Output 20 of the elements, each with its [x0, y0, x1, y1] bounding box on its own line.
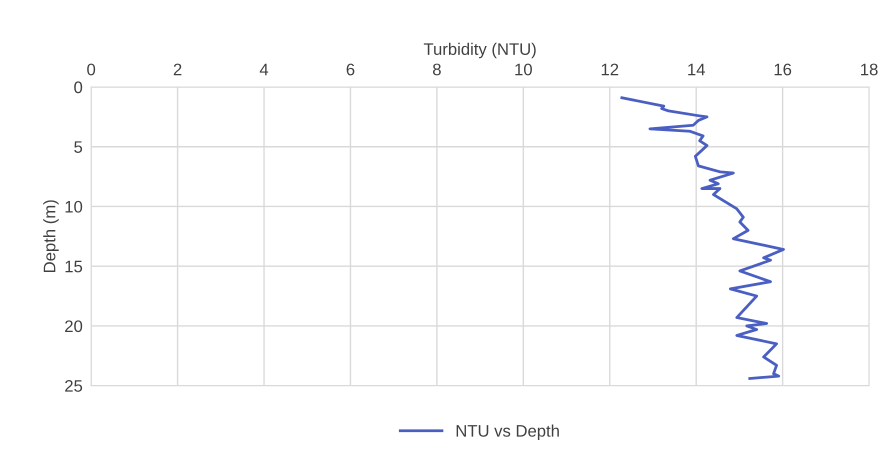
- x-tick-label: 6: [346, 64, 354, 76]
- y-tick-label: 0: [74, 81, 82, 94]
- x-tick-label: 8: [432, 64, 441, 76]
- x-tick-label: 12: [602, 64, 618, 76]
- y-tick-label: 20: [65, 320, 82, 332]
- x-tick-label: 14: [688, 64, 705, 76]
- legend-label: NTU vs Depth: [456, 424, 559, 440]
- y-axis-title: Depth (m): [43, 200, 59, 272]
- x-axis-title: Turbidity (NTU): [424, 42, 536, 58]
- x-tick-label: 10: [515, 64, 532, 76]
- x-tick-label: 0: [87, 64, 96, 76]
- y-tick-label: 5: [74, 141, 82, 153]
- y-tick-label: 10: [66, 200, 82, 213]
- y-tick-label: 15: [66, 260, 82, 272]
- x-tick-label: 4: [260, 64, 268, 76]
- line-series: [620, 96, 785, 380]
- x-tick-label: 2: [174, 64, 182, 76]
- x-tick-label: 16: [774, 64, 792, 76]
- y-tick-label: 25: [65, 380, 82, 392]
- x-tick-label: 18: [861, 64, 878, 76]
